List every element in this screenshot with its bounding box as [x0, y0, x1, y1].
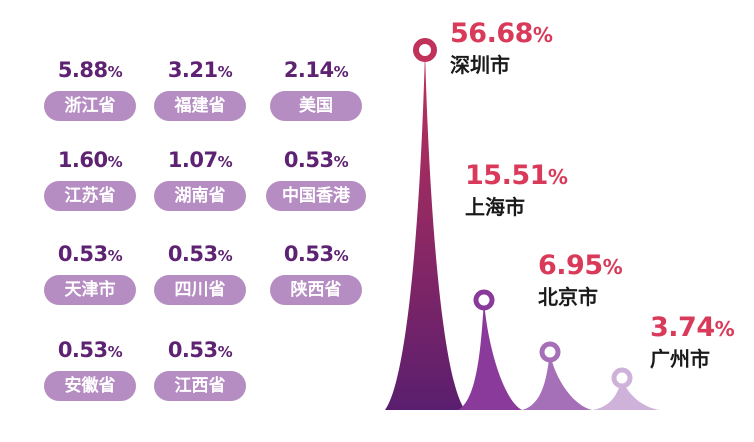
region-value: 2.14%: [283, 58, 349, 82]
region-pill: 美国: [270, 91, 362, 121]
region-item: 1.60% 江苏省: [44, 146, 136, 211]
region-value: 0.53%: [283, 148, 349, 172]
peak-marker: [539, 341, 561, 363]
region-item: 0.53% 中国香港: [266, 146, 366, 211]
peak-city: 北京市: [538, 285, 598, 309]
region-item: 5.88% 浙江省: [44, 56, 136, 121]
region-pill: 浙江省: [44, 91, 136, 121]
region-value: 1.60%: [57, 148, 123, 172]
peak-label-guangzhou: 3.74% 广州市: [650, 312, 735, 372]
peak-label-shenzhen: 56.68% 深圳市: [450, 18, 553, 78]
peak-marker: [611, 367, 633, 389]
region-pill: 四川省: [154, 275, 246, 305]
peak-bar: [522, 352, 592, 410]
region-item: 1.07% 湖南省: [154, 146, 246, 211]
region-value: 1.07%: [167, 148, 233, 172]
peak-value: 15.51%: [465, 160, 568, 191]
peak-bar: [458, 300, 522, 410]
peak-marker: [413, 38, 437, 62]
peak-city: 深圳市: [450, 53, 510, 77]
peak-label-shanghai: 15.51% 上海市: [465, 160, 568, 220]
region-item: 0.53% 四川省: [154, 240, 246, 305]
peak-city: 上海市: [465, 195, 525, 219]
peak-value: 6.95%: [538, 250, 623, 281]
region-item: 0.53% 安徽省: [44, 336, 136, 401]
region-pill: 福建省: [154, 91, 246, 121]
region-pill: 江苏省: [44, 181, 136, 211]
region-value: 5.88%: [57, 58, 123, 82]
peak-bar: [592, 378, 660, 410]
region-value: 0.53%: [57, 338, 123, 362]
region-item: 0.53% 陕西省: [270, 240, 362, 305]
region-pill: 陕西省: [270, 275, 362, 305]
region-item: 3.21% 福建省: [154, 56, 246, 121]
region-pill: 中国香港: [266, 181, 366, 211]
peak-value: 56.68%: [450, 18, 553, 49]
region-value: 3.21%: [167, 58, 233, 82]
region-pill: 江西省: [154, 371, 246, 401]
peak-bar: [385, 50, 465, 410]
peak-label-beijing: 6.95% 北京市: [538, 250, 623, 310]
region-value: 0.53%: [57, 242, 123, 266]
region-value: 0.53%: [167, 242, 233, 266]
region-item: 0.53% 天津市: [44, 240, 136, 305]
region-value: 0.53%: [283, 242, 349, 266]
region-item: 0.53% 江西省: [154, 336, 246, 401]
region-pill: 安徽省: [44, 371, 136, 401]
peak-value: 3.74%: [650, 312, 735, 343]
region-pill: 湖南省: [154, 181, 246, 211]
region-pill: 天津市: [44, 275, 136, 305]
peak-marker: [473, 289, 495, 311]
peak-city: 广州市: [650, 347, 710, 371]
region-item: 2.14% 美国: [270, 56, 362, 121]
region-value: 0.53%: [167, 338, 233, 362]
